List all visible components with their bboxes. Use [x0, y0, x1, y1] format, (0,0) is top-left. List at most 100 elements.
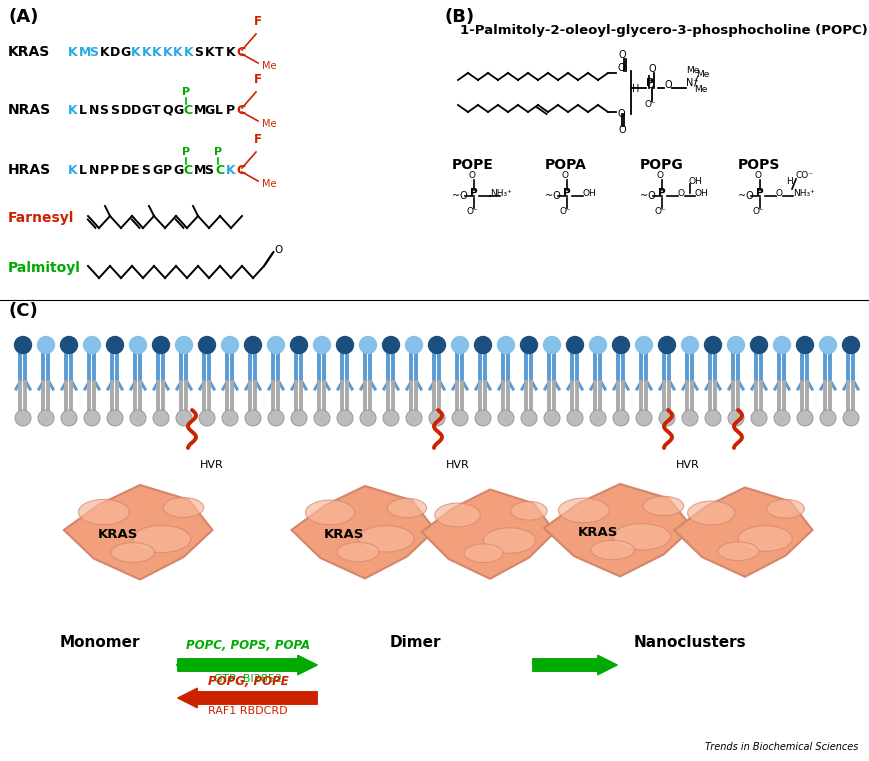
Circle shape [176, 410, 192, 426]
Text: O: O [274, 245, 282, 255]
Text: Trends in Biochemical Sciences: Trends in Biochemical Sciences [704, 742, 857, 752]
Text: Monomer: Monomer [60, 635, 140, 650]
Circle shape [589, 336, 606, 354]
Text: O: O [775, 189, 782, 198]
Text: L: L [78, 164, 86, 177]
Ellipse shape [558, 498, 608, 523]
Text: NH₃⁺: NH₃⁺ [792, 189, 814, 198]
Text: O⁻: O⁻ [643, 100, 655, 109]
Circle shape [589, 410, 606, 426]
Text: P: P [658, 188, 665, 198]
FancyArrowPatch shape [177, 688, 317, 708]
Circle shape [406, 410, 421, 426]
Circle shape [152, 336, 169, 354]
Text: K: K [68, 103, 77, 116]
Circle shape [244, 336, 262, 354]
Text: O: O [647, 63, 655, 74]
Text: P: P [182, 147, 190, 157]
Text: F: F [254, 15, 262, 28]
Circle shape [658, 336, 674, 354]
Circle shape [543, 336, 560, 354]
Text: OH: OH [582, 189, 596, 198]
FancyArrowPatch shape [532, 655, 616, 675]
Ellipse shape [687, 501, 734, 525]
Text: Farnesyl: Farnesyl [8, 211, 74, 225]
Circle shape [452, 410, 468, 426]
Text: C: C [235, 103, 245, 116]
Text: G: G [173, 103, 183, 116]
Text: NH₃⁺: NH₃⁺ [489, 189, 511, 198]
Text: Me: Me [686, 66, 699, 75]
Polygon shape [291, 486, 434, 578]
Text: T: T [215, 46, 223, 59]
Ellipse shape [612, 524, 670, 550]
Text: K: K [68, 164, 77, 177]
Text: F: F [254, 73, 262, 86]
Text: O: O [677, 189, 684, 198]
Text: K: K [68, 46, 77, 59]
Circle shape [566, 336, 583, 354]
Text: O: O [618, 50, 625, 60]
Text: F: F [254, 133, 262, 146]
Text: G: G [121, 46, 130, 59]
Circle shape [245, 410, 261, 426]
Text: O: O [468, 171, 475, 180]
Polygon shape [673, 488, 812, 577]
Circle shape [773, 410, 789, 426]
Text: CO⁻: CO⁻ [795, 171, 813, 180]
Ellipse shape [766, 499, 804, 518]
Ellipse shape [163, 498, 203, 517]
Circle shape [267, 336, 284, 354]
Circle shape [176, 336, 192, 354]
Circle shape [199, 410, 215, 426]
Circle shape [497, 410, 514, 426]
Text: O: O [753, 171, 760, 180]
Text: P: P [562, 188, 570, 198]
Circle shape [313, 336, 330, 354]
Text: Palmitoyl: Palmitoyl [8, 261, 81, 275]
Polygon shape [421, 489, 554, 579]
Circle shape [153, 410, 169, 426]
Text: O: O [617, 109, 625, 119]
Text: D: D [121, 103, 130, 116]
Circle shape [37, 336, 55, 354]
Text: D: D [131, 103, 141, 116]
Ellipse shape [357, 526, 414, 552]
Text: S: S [204, 164, 213, 177]
Text: K: K [183, 46, 193, 59]
Circle shape [750, 336, 766, 354]
Text: K: K [99, 46, 109, 59]
Circle shape [796, 336, 813, 354]
Circle shape [773, 336, 790, 354]
Text: /: / [693, 74, 697, 87]
Text: P: P [755, 188, 763, 198]
Text: Q: Q [163, 103, 173, 116]
Text: O: O [647, 79, 653, 90]
Circle shape [750, 410, 766, 426]
Text: K: K [142, 46, 151, 59]
Text: P: P [182, 87, 190, 97]
Text: P: P [214, 147, 222, 157]
Text: T: T [152, 103, 161, 116]
Text: H: H [631, 84, 639, 94]
Text: Me: Me [262, 119, 276, 129]
Circle shape [222, 410, 238, 426]
Circle shape [796, 410, 812, 426]
Text: G: G [142, 103, 151, 116]
Text: Me: Me [262, 61, 276, 71]
Text: S: S [194, 46, 202, 59]
Circle shape [567, 410, 582, 426]
Circle shape [704, 410, 720, 426]
Text: KRAS: KRAS [323, 528, 364, 541]
Circle shape [382, 336, 399, 354]
Text: KRAS: KRAS [8, 45, 50, 59]
Text: O: O [617, 63, 625, 73]
Text: ~O: ~O [737, 191, 753, 201]
Ellipse shape [642, 496, 683, 516]
Text: N⁺: N⁺ [686, 78, 698, 88]
Circle shape [107, 410, 123, 426]
Text: G: G [173, 164, 183, 177]
Circle shape [268, 410, 283, 426]
Circle shape [129, 336, 146, 354]
Text: K: K [225, 164, 235, 177]
